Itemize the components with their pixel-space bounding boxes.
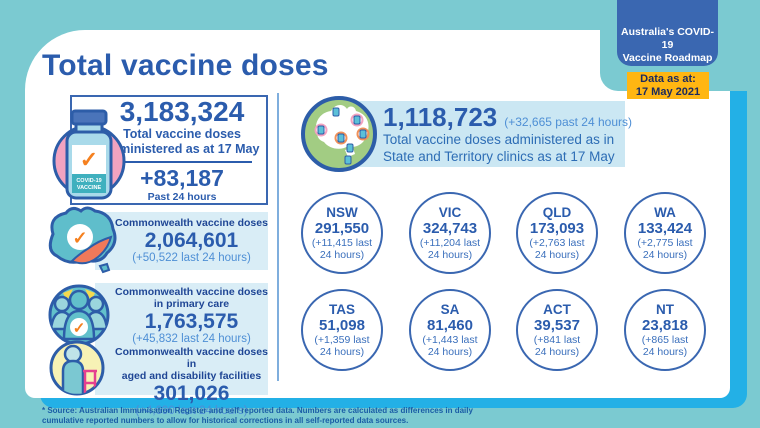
state-delta2: 24 hours): [642, 249, 688, 261]
national-total-caption2: administered as at 17 May: [104, 142, 260, 156]
state-circle-nt: NT 23,818 (+865 last 24 hours): [624, 289, 706, 371]
national-total-value: 3,183,324: [119, 96, 245, 127]
people-icon: ✓: [48, 284, 110, 346]
primary-care-value: 1,763,575: [144, 310, 239, 333]
state-delta1: (+11,415 last: [311, 237, 373, 249]
state-delta1: (+2,775 last: [637, 237, 693, 249]
state-circle-sa: SA 81,460 (+1,443 last 24 hours): [409, 289, 491, 371]
primary-care-section: Commonwealth vaccine doses in primary ca…: [115, 286, 268, 346]
australia-check-icon: ✓: [48, 206, 117, 274]
state-delta2: 24 hours): [534, 249, 580, 261]
state-delta1: (+1,443 last: [422, 334, 478, 346]
state-delta1: (+841 last: [533, 334, 581, 346]
source-footnote-line2: cumulative reported numbers to allow for…: [42, 416, 409, 425]
state-abbr: TAS: [329, 302, 355, 317]
primary-care-label2: in primary care: [153, 298, 230, 310]
state-circle-vic: VIC 324,743 (+11,204 last 24 hours): [409, 192, 491, 274]
vial-label-line2: VACCINE: [77, 185, 102, 191]
state-value: 39,537: [534, 317, 580, 334]
aged-care-section: Commonwealth vaccine doses in aged and d…: [115, 346, 268, 418]
state-delta2: 24 hours): [534, 346, 580, 358]
roadmap-badge-line1: Australia's COVID-19: [621, 26, 714, 51]
state-value: 291,550: [314, 220, 370, 237]
aged-care-delta: (+4,690 last 24 hours): [135, 405, 248, 417]
state-delta1: (+1,359 last: [314, 334, 370, 346]
state-value: 51,098: [319, 317, 365, 334]
states-total-banner: [337, 101, 625, 167]
states-total-caption2: State and Territory clinics as at 17 May: [383, 149, 615, 164]
state-value: 173,093: [529, 220, 585, 237]
australia-check-glyph: ✓: [72, 228, 87, 248]
primary-care-label1: Commonwealth vaccine doses: [115, 286, 268, 298]
state-circle-wa: WA 133,424 (+2,775 last 24 hours): [624, 192, 706, 274]
state-delta1: (+11,204 last: [419, 237, 481, 249]
state-delta2: 24 hours): [427, 346, 473, 358]
state-abbr: WA: [654, 205, 676, 220]
state-circle-qld: QLD 173,093 (+2,763 last 24 hours): [516, 192, 598, 274]
australia-map-icon: [301, 96, 377, 172]
state-abbr: NSW: [326, 205, 358, 220]
state-delta1: (+865 last: [641, 334, 689, 346]
commonwealth-doses-panel: Commonwealth vaccine doses 2,064,601 (+5…: [95, 212, 268, 270]
national-delta-value: +83,187: [140, 165, 224, 191]
national-delta-caption: Past 24 hours: [147, 191, 217, 203]
state-abbr: QLD: [542, 205, 572, 220]
care-panels: Commonwealth vaccine doses in primary ca…: [95, 283, 268, 417]
states-total-caption1: Total vaccine doses administered as in: [383, 132, 615, 147]
states-total-value: 1,118,723: [383, 102, 498, 132]
vial-label-line1: COVID-19: [76, 178, 101, 184]
state-delta2: 24 hours): [427, 249, 473, 261]
state-value: 324,743: [422, 220, 478, 237]
aged-care-label1: Commonwealth vaccine doses in: [115, 346, 268, 370]
source-footnote-line1: * Source: Australian Immunisation Regist…: [42, 406, 473, 415]
national-total-caption1: Total vaccine doses: [123, 127, 241, 141]
state-delta1: (+2,763 last: [529, 237, 585, 249]
states-total-caption: Total vaccine doses administered as in S…: [383, 131, 615, 165]
vaccine-vial-icon: ✓ COVID-19 VACCINE: [52, 109, 126, 200]
vial-check-glyph: ✓: [80, 147, 98, 172]
state-value: 81,460: [427, 317, 473, 334]
state-abbr: SA: [440, 302, 460, 317]
state-delta2: 24 hours): [319, 249, 365, 261]
commonwealth-doses-delta: (+50,522 last 24 hours): [132, 252, 251, 264]
state-delta2: 24 hours): [642, 346, 688, 358]
roadmap-badge-line2: Vaccine Roadmap: [622, 52, 713, 64]
aged-care-value: 301,026: [153, 382, 230, 405]
state-circle-act: ACT 39,537 (+841 last 24 hours): [516, 289, 598, 371]
primary-care-delta: (+45,832 last 24 hours): [132, 333, 251, 345]
state-circle-nsw: NSW 291,550 (+11,415 last 24 hours): [301, 192, 383, 274]
commonwealth-doses-label: Commonwealth vaccine doses: [115, 217, 268, 229]
state-abbr: ACT: [543, 302, 571, 317]
roadmap-badge: Australia's COVID-19 Vaccine Roadmap: [617, 0, 718, 66]
section-divider: [277, 93, 279, 381]
state-value: 133,424: [637, 220, 693, 237]
state-circle-tas: TAS 51,098 (+1,359 last 24 hours): [301, 289, 383, 371]
state-abbr: VIC: [438, 205, 462, 220]
map-vial-markers: [314, 107, 370, 165]
date-badge-line1: Data as at:: [640, 73, 696, 85]
panel-divider: [112, 161, 252, 163]
aged-care-label2: aged and disability facilities: [121, 370, 262, 382]
states-total-row: 1,118,723 (+32,665 past 24 hours): [383, 102, 632, 133]
date-badge-line2: 17 May 2021: [635, 86, 701, 98]
state-delta2: 24 hours): [319, 346, 365, 358]
commonwealth-doses-value: 2,064,601: [144, 229, 239, 252]
state-abbr: NT: [656, 302, 674, 317]
people-check-glyph: ✓: [73, 320, 86, 337]
source-footnote: * Source: Australian Immunisation Regist…: [42, 406, 622, 426]
states-total-delta: (+32,665 past 24 hours): [504, 115, 632, 129]
aged-care-icon: [49, 340, 105, 396]
page-title: Total vaccine doses: [42, 49, 329, 82]
date-badge: Data as at: 17 May 2021: [627, 72, 709, 99]
state-value: 23,818: [642, 317, 688, 334]
